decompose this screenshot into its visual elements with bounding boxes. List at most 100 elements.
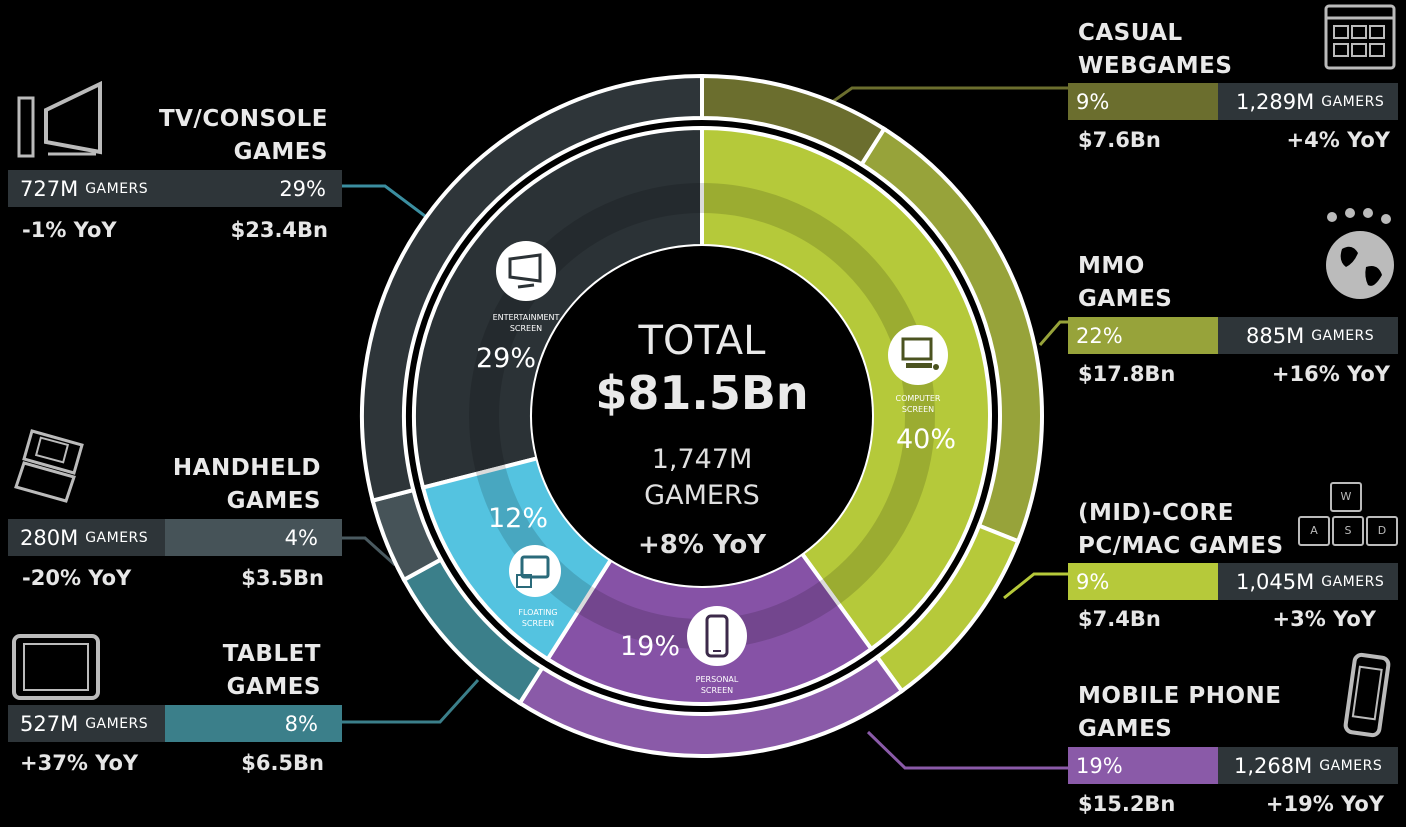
casual-share-cell: 9% [1068, 83, 1218, 120]
desktop-computer-icon [901, 337, 939, 370]
handheld-title-1: HANDHELD [172, 455, 321, 481]
tablet-gamers: 527M [20, 711, 79, 736]
computer-screen-percent: 40% [895, 424, 956, 455]
mobile-bar: 19% 1,268M GAMERS [1068, 747, 1398, 784]
handheld-title-2: GAMES [226, 488, 321, 514]
midcore-yoy: +3% YoY [1272, 607, 1376, 631]
center-yoy: +8% YoY [637, 530, 767, 560]
casual-title-1: CASUAL [1078, 20, 1183, 46]
midcore-gamers: 1,045M [1236, 569, 1315, 594]
tv-console-share-cell: 29% [255, 170, 342, 207]
key-d: D [1366, 516, 1398, 546]
mobile-title-1: MOBILE PHONE [1078, 683, 1282, 709]
computer-screen-icon-badge [888, 325, 948, 385]
key-a-label: A [1310, 524, 1318, 537]
mobile-revenue: $15.2Bn [1078, 792, 1176, 816]
key-d-label: D [1377, 524, 1387, 537]
center-hole [532, 246, 872, 586]
tablet-yoy: +37% YoY [20, 751, 139, 775]
mobile-title-2: GAMES [1078, 716, 1173, 742]
casual-share: 9% [1076, 89, 1110, 114]
computer-screen-label-2: SCREEN [901, 405, 935, 414]
tv-console-title-2: GAMES [233, 139, 328, 165]
midcore-gamers-cell: 1,045M GAMERS [1218, 563, 1398, 600]
midcore-bar: 9% 1,045M GAMERS [1068, 563, 1398, 600]
tablet-gamers-cell: 527M GAMERS [8, 705, 165, 742]
midcore-share: 9% [1076, 569, 1110, 594]
tablet-icon [12, 634, 100, 700]
tv-console-share: 29% [279, 176, 326, 201]
wasd-keys-icon: W A S D [1296, 482, 1398, 552]
tv-console-bar: 727M GAMERS 29% [8, 170, 342, 207]
casual-gamers: 1,289M [1236, 89, 1315, 114]
mobile-gamers-cell: 1,268M GAMERS [1218, 747, 1398, 784]
tv-console-icon [17, 80, 102, 158]
connector-mobile [866, 730, 1068, 770]
casual-title-2: WEBGAMES [1078, 53, 1233, 79]
midcore-title-1: (MID)-CORE [1078, 500, 1234, 526]
center-gamers-count: 1,747M [651, 444, 753, 475]
mobile-yoy: +19% YoY [1265, 792, 1384, 816]
mmo-share: 22% [1076, 323, 1123, 348]
entertainment-screen-percent: 29% [475, 343, 536, 374]
mmo-title-1: MMO [1078, 253, 1145, 279]
handheld-share-cell: 4% [165, 519, 342, 556]
mobile-share: 19% [1076, 753, 1123, 778]
key-s-label: S [1344, 524, 1352, 537]
connector-mmo [1038, 320, 1068, 346]
tablet-title-2: GAMES [226, 674, 321, 700]
casual-yoy: +4% YoY [1286, 128, 1390, 152]
tablet-share-cell: 8% [165, 705, 342, 742]
connector-tablet [342, 678, 480, 724]
mmo-yoy: +16% YoY [1271, 362, 1390, 386]
handheld-gamers-label: GAMERS [85, 529, 149, 546]
casual-gamers-label: GAMERS [1321, 93, 1385, 110]
midcore-revenue: $7.4Bn [1078, 607, 1161, 631]
tv-console-revenue: $23.4Bn [230, 218, 328, 242]
personal-screen-label-2: SCREEN [700, 686, 734, 695]
midcore-gamers-label: GAMERS [1321, 573, 1385, 590]
personal-screen-icon-badge [687, 606, 747, 666]
tablet-title-1: TABLET [222, 641, 321, 667]
key-w-label: W [1340, 490, 1352, 503]
mmo-title-2: GAMES [1078, 286, 1173, 312]
handheld-bar: 280M GAMERS 4% [8, 519, 342, 556]
computer-screen-label-1: COMPUTER [895, 394, 941, 403]
floating-screen-label-2: SCREEN [521, 619, 555, 628]
browser-window-icon [1324, 4, 1396, 70]
tv-console-yoy: -1% YoY [22, 218, 117, 242]
mobile-share-cell: 19% [1068, 747, 1218, 784]
tv-console-gamers: 727M [20, 176, 79, 201]
mmo-gamers: 885M [1246, 323, 1305, 348]
center-total-label: TOTAL [638, 318, 766, 364]
inner-ring [412, 125, 992, 706]
midcore-title-2: PC/MAC GAMES [1078, 533, 1284, 559]
outer-ring [360, 73, 1044, 758]
mobile-gamers-label: GAMERS [1319, 757, 1383, 774]
floating-screen-icon-badge [509, 545, 561, 597]
floating-screen-label-1: FLOATING [518, 608, 558, 617]
mmo-gamers-cell: 885M GAMERS [1218, 317, 1398, 354]
handheld-console-icon [14, 429, 84, 503]
outer-slice-tv-console [360, 73, 704, 503]
floating-screen-percent: 12% [487, 503, 548, 534]
mmo-bar: 22% 885M GAMERS [1068, 317, 1398, 354]
tv-console-gamers-label: GAMERS [85, 180, 149, 197]
entertainment-screen-icon-badge [496, 241, 556, 301]
mmo-gamers-label: GAMERS [1311, 327, 1375, 344]
mobile-phone-icon [1343, 652, 1391, 738]
smartphone-icon [705, 614, 729, 658]
globe-people-icon [1326, 208, 1394, 299]
entertainment-screen-label-1: ENTERTAINMENT [492, 313, 560, 322]
key-a: A [1298, 516, 1330, 546]
center-gamers-label: GAMERS [644, 480, 760, 511]
entertainment-screen-label-2: SCREEN [509, 324, 543, 333]
handheld-revenue: $3.5Bn [241, 566, 324, 590]
casual-revenue: $7.6Bn [1078, 128, 1161, 152]
mmo-share-cell: 22% [1068, 317, 1218, 354]
personal-screen-label-1: PERSONAL [695, 675, 739, 684]
tablet-revenue: $6.5Bn [241, 751, 324, 775]
tablet-share: 8% [284, 711, 318, 736]
tv-icon [508, 253, 542, 289]
